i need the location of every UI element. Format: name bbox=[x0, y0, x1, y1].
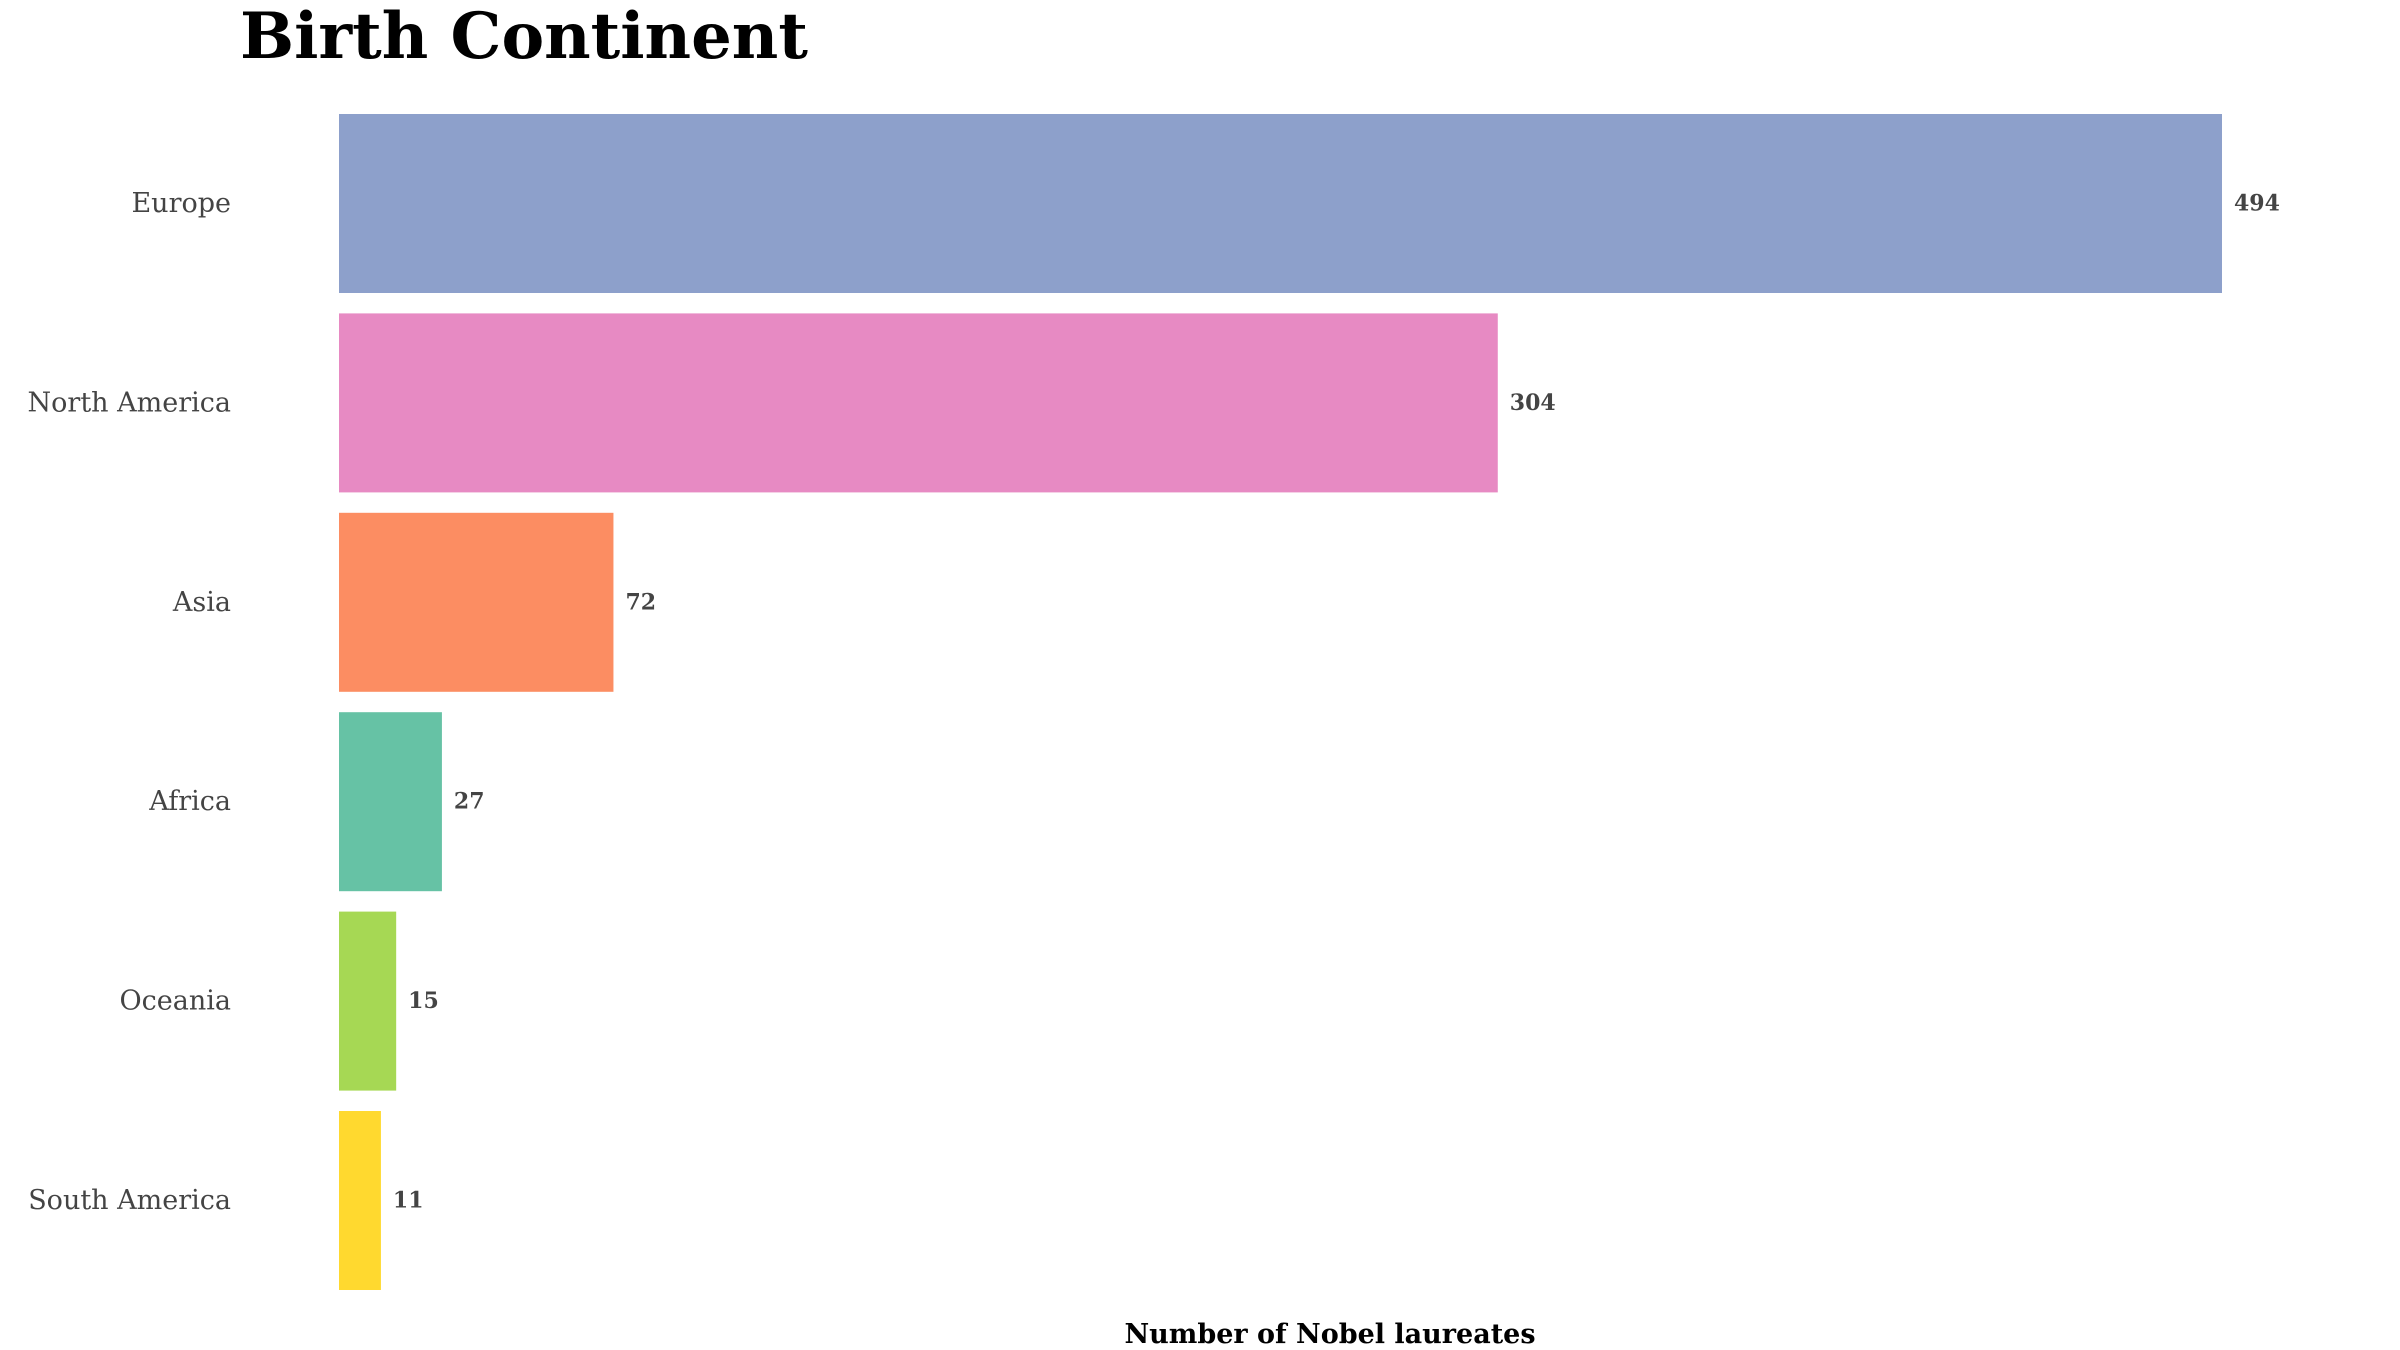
value-labels: 494 304 72 27 15 11 bbox=[393, 191, 2280, 1214]
value-label-oceania: 15 bbox=[408, 988, 439, 1014]
bar-oceania bbox=[339, 911, 397, 1091]
category-label-south-america: South America bbox=[28, 1185, 231, 1216]
category-label-africa: Africa bbox=[148, 786, 231, 817]
category-label-asia: Asia bbox=[172, 587, 231, 618]
bar-europe bbox=[339, 114, 2222, 293]
x-axis-label: Number of Nobel laureates bbox=[1124, 1319, 1535, 1350]
bars-group bbox=[339, 114, 2222, 1290]
category-label-oceania: Oceania bbox=[120, 986, 231, 1017]
value-label-africa: 27 bbox=[454, 789, 485, 815]
value-label-south-america: 11 bbox=[393, 1188, 424, 1214]
bar-africa bbox=[339, 712, 442, 892]
category-labels: Europe North America Asia Africa Oceania Sout… bbox=[28, 188, 231, 1216]
bar-south-america bbox=[339, 1111, 381, 1290]
bar-asia bbox=[339, 512, 614, 692]
bar-north-america bbox=[339, 313, 1498, 493]
chart-title: Birth Continent bbox=[240, 0, 808, 74]
category-label-europe: Europe bbox=[131, 188, 231, 219]
value-label-asia: 72 bbox=[625, 589, 656, 615]
value-label-europe: 494 bbox=[2234, 191, 2280, 217]
category-label-north-america: North America bbox=[28, 387, 231, 418]
value-label-north-america: 304 bbox=[1510, 390, 1556, 416]
